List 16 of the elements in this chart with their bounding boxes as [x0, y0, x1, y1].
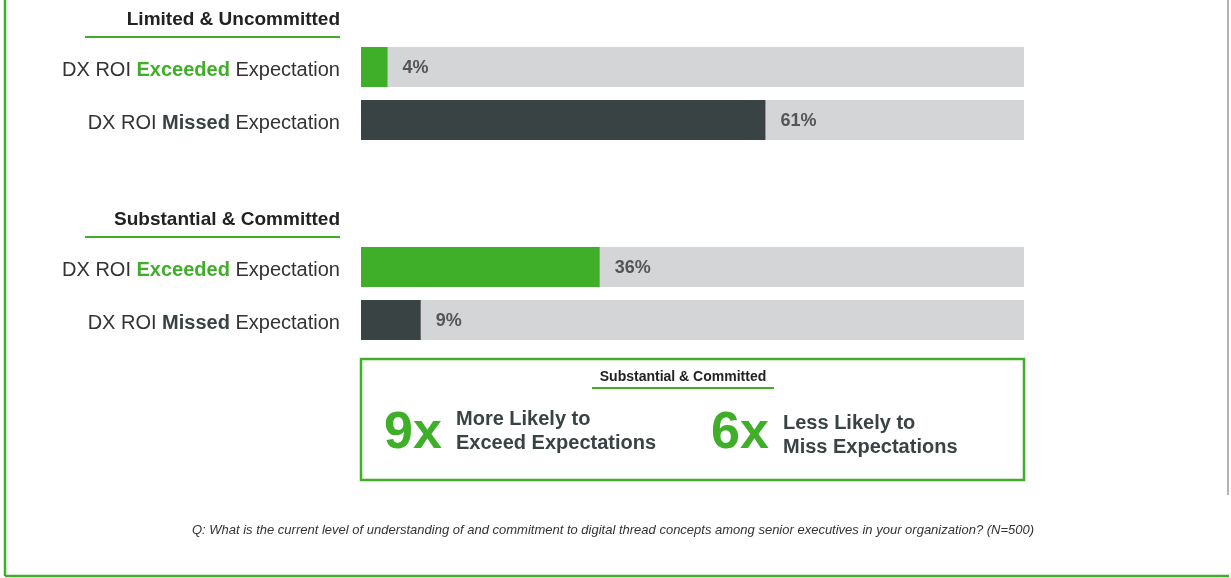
category-label: DX ROI Exceeded Expectation	[62, 258, 340, 280]
data-label: 4%	[402, 57, 429, 77]
chart-title: Limited & Uncommitted	[126, 8, 340, 29]
text: Substantial & Committed	[599, 368, 767, 384]
category-label: DX ROI Missed Expectation	[87, 111, 340, 133]
data-label: 9%	[435, 310, 462, 330]
chart-title: Substantial & Committed	[114, 208, 340, 229]
text: Less Likely to Miss Expectations	[783, 411, 958, 457]
text: 9x	[384, 401, 442, 459]
data-label: 36%	[614, 257, 651, 277]
category-label: DX ROI Exceeded Expectation	[62, 58, 340, 80]
text: More Likely to Exceed Expectations	[456, 407, 657, 453]
data-label: 61%	[780, 110, 817, 130]
text: 6x	[711, 401, 769, 459]
text: Q: What is the current level of understanding of and commitment to digital thread concepts among senior executives in your organization? (N=500)	[191, 522, 1035, 537]
category-label: DX ROI Missed Expectation	[87, 311, 340, 333]
